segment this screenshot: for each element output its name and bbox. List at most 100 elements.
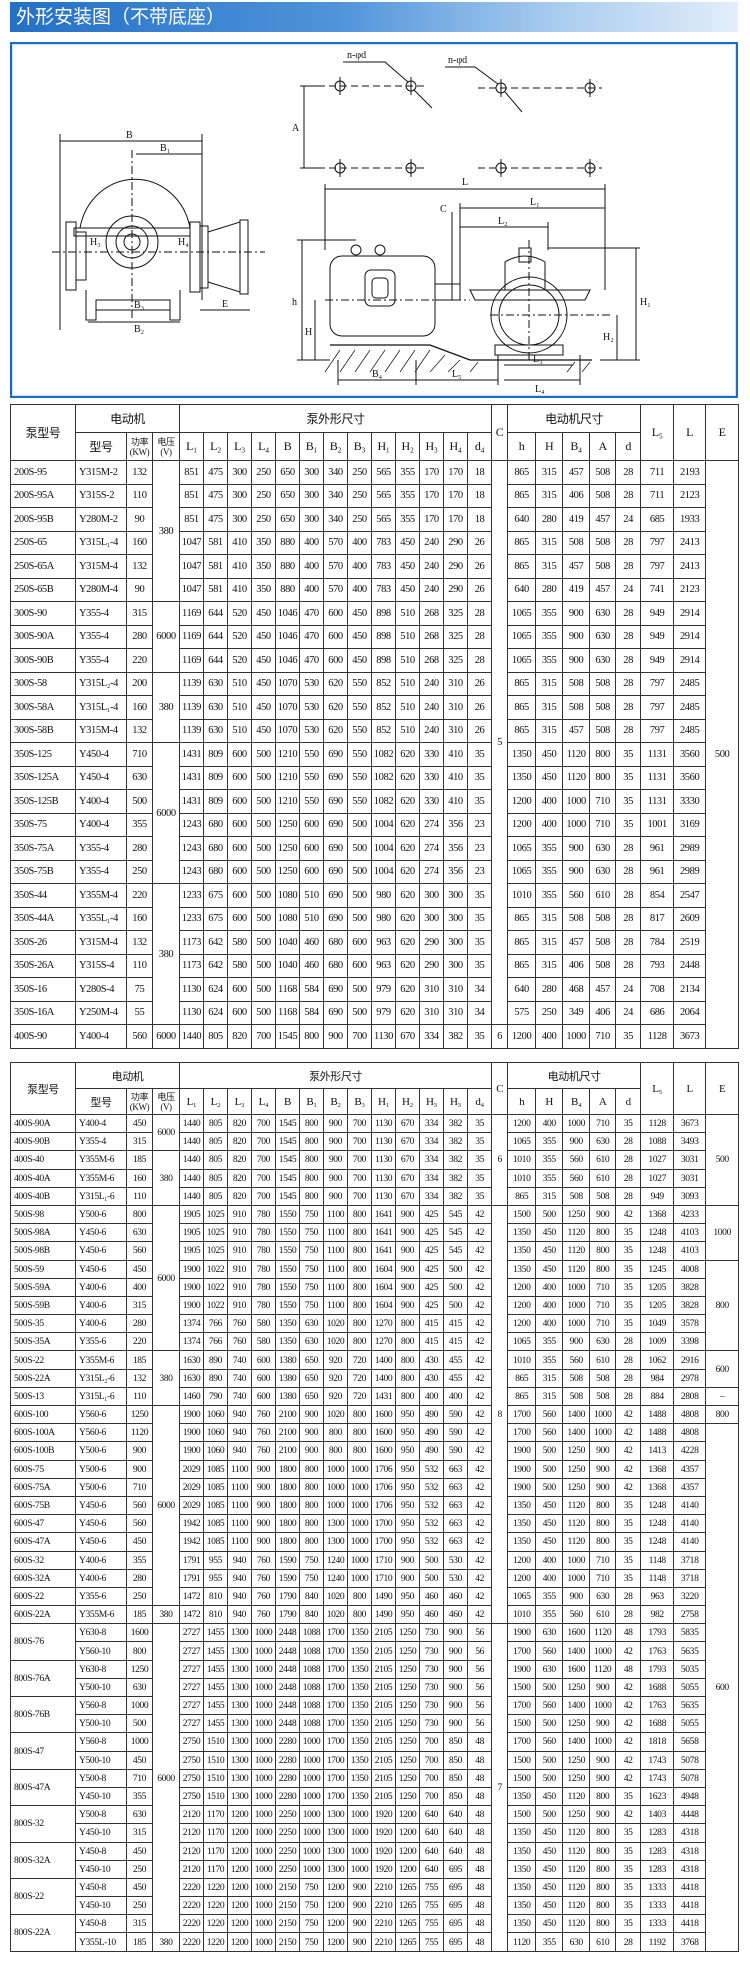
power-kw-cell: 710 [126,1768,153,1788]
label-n-phi-d: n-φd [347,50,366,61]
pump-dimension-cell: 1800 [275,1495,300,1516]
motor-dimension-cell: 28 [615,1332,642,1352]
header-col: 电压(V) [152,432,180,461]
pump-dimension-cell: 1220 [203,1914,228,1934]
pump-dimension-cell: 1550 [275,1204,300,1225]
pump-dimension-cell: 1604 [371,1277,396,1297]
motor-dimension-cell: 610 [589,1168,617,1188]
pump-dimension-cell: 290 [443,530,468,555]
pump-dimension-cell: 28 [466,601,493,626]
pump-dimension-cell: 550 [347,742,372,767]
L5-cell: 1368 [640,1477,675,1497]
pump-dimension-cell: 1900 [179,1259,204,1279]
header-col: L₄ [251,432,276,461]
motor-dimension-cell: 35 [615,1277,642,1297]
pump-dimension-cell: 350 [251,554,276,579]
pump-dimension-cell: 800 [347,1314,372,1334]
table-row: 350S-16 Y280S-4 75 1130 624 600 500 1168 584 690 5… [10,977,739,1002]
motor-model-cell: Y355-6 [75,1332,127,1352]
pump-model-cell: 200S-95A [10,483,76,508]
label-h: h [292,297,297,308]
motor-dimension-cell: 419 [562,577,591,602]
table-row: 500S-98 Y500-6 800 6000 1905 1025 910 780 1550 75… [10,1204,740,1625]
motor-dimension-cell: 1500 [507,1204,537,1225]
pump-dimension-cell: 800 [299,1168,324,1188]
L5-cell: 1333 [640,1877,675,1898]
pump-dimension-cell: 2105 [371,1623,396,1643]
pump-dimension-cell: 690 [323,812,348,837]
pump-dimension-cell: 1020 [323,1404,348,1425]
motor-dimension-cell: 28 [615,836,642,861]
pump-dimension-cell: 910 [227,1241,252,1261]
pump-dimension-cell: 2100 [275,1404,300,1425]
motor-dimension-cell: 865 [507,953,537,978]
pump-dimension-cell: 700 [419,1768,444,1788]
pump-dimension-cell: 590 [443,1423,468,1443]
pump-dimension-cell: 1200 [227,1805,252,1825]
motor-dimension-cell: 28 [615,1932,642,1952]
pump-dimension-cell: 1080 [275,906,300,931]
pump-dimension-cell: 550 [347,718,372,743]
pump-dimension-cell: 700 [347,1150,372,1170]
pump-dimension-cell: 415 [443,1314,468,1334]
pump-dimension-cell: 1700 [323,1786,348,1807]
motor-dimension-cell: 640 [507,577,537,602]
pump-dimension-cell: 1641 [371,1241,396,1261]
pump-dimension-cell: 1700 [323,1659,348,1679]
pump-dimension-cell: 1040 [275,953,300,978]
pump-dimension-cell: 500 [251,742,276,767]
motor-dimension-cell: 28 [615,530,642,555]
pump-dimension-cell: 750 [299,1223,324,1243]
pump-dimension-cell: 400 [347,554,372,579]
pump-dimension-cell: 620 [395,812,420,837]
pump-dimension-cell: 268 [419,648,444,673]
motor-dimension-cell: 1600 [562,1659,591,1679]
pump-dimension-cell: 300 [299,460,324,485]
header-motor-dimensions: 电动机尺寸 [507,1062,642,1089]
motor-dimension-cell: 355 [535,1932,564,1952]
pump-dimension-cell: 1706 [371,1459,396,1479]
power-kw-cell: 132 [126,460,153,485]
pump-dimension-cell: 1170 [203,1805,228,1825]
label-E: E [222,299,228,310]
pump-dimension-cell: 1000 [299,1805,324,1825]
pump-dimension-cell: 850 [443,1768,468,1788]
pump-dimension-cell: 1431 [371,1386,396,1407]
pump-dimension-cell: 450 [251,695,276,720]
pump-dimension-cell: 35 [466,1168,493,1188]
pump-dimension-cell: 48 [466,1750,493,1770]
pump-model-cell: 300S-58A [10,695,76,720]
header-col: B [275,432,300,461]
motor-model-cell: Y560-8 [75,1695,127,1716]
pump-dimension-cell: 1220 [203,1877,228,1898]
motor-dimension-cell: 280 [535,977,564,1002]
pump-dimension-cell: 425 [419,1277,444,1297]
E-cell: 500 [705,1114,740,1206]
motor-dimension-cell: 35 [615,1568,642,1588]
L5-cell: 949 [640,601,675,626]
pump-dimension-cell: 500 [443,1259,468,1279]
motor-dimension-cell: 450 [535,1532,564,1552]
L-cell: 3169 [673,812,707,837]
motor-dimension-cell: 457 [562,718,591,743]
pump-dimension-cell: 600 [323,601,348,626]
motor-dimension-cell: 1000 [562,1568,591,1588]
pump-dimension-cell: 520 [227,624,252,649]
pump-dimension-cell: 1350 [347,1768,372,1788]
table-row: 400S-90B Y355-4 315 1440 805 820 700 1545 800 900… [10,1132,739,1152]
pump-dimension-cell: 755 [419,1932,444,1952]
pump-dimension-cell: 400 [443,1386,468,1407]
pump-dimension-cell: 1250 [395,1786,420,1807]
pump-dimension-cell: 805 [203,1186,228,1206]
motor-model-cell: Y280S-4 [75,977,127,1002]
label-H3: H₃ [90,237,101,248]
motor-dimension-cell: 1200 [507,1295,537,1316]
pump-dimension-cell: 760 [251,1568,276,1588]
motor-dimension-cell: 1065 [507,1132,537,1152]
motor-model-cell: Y450-10 [75,1823,127,1843]
pump-dimension-cell: 1200 [227,1914,252,1934]
pump-dimension-cell: 1000 [251,1914,276,1934]
motor-dimension-cell: 35 [615,1823,642,1843]
motor-dimension-cell: 560 [535,1641,564,1661]
pump-dimension-cell: 2029 [179,1495,204,1516]
